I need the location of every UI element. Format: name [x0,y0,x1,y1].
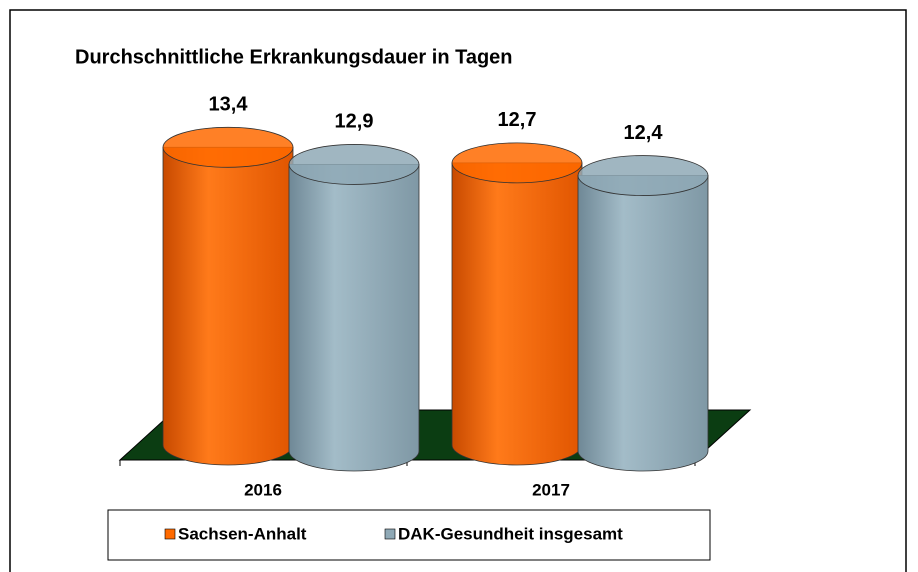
cylinder-body [451,162,583,466]
frame [9,9,907,572]
cylinder-top [451,142,583,184]
cylinder-body [288,164,420,472]
cylinder-body [577,175,709,472]
value-label: 12,4 [624,122,664,144]
legend-swatch [164,528,176,540]
cylinder [288,144,420,472]
x-tick-label: 2016 [244,480,282,499]
legend-label: DAK-Gesundheit insgesamt [398,524,623,543]
cylinder [162,126,294,466]
chart-title: Durchschnittliche Erkrankungsdauer in Ta… [75,46,513,68]
value-label: 12,9 [335,111,374,133]
cylinder-body [162,146,294,466]
value-label: 13,4 [209,94,249,116]
cylinder-top [162,126,294,168]
cylinder [451,142,583,466]
legend [107,509,711,561]
value-label: 12,7 [498,109,537,131]
cylinder-top [288,144,420,185]
legend-swatch [384,528,396,540]
cylinder [577,155,709,472]
cylinder-top [577,155,709,196]
legend-label: Sachsen-Anhalt [178,524,307,543]
x-tick-label: 2017 [532,480,570,499]
